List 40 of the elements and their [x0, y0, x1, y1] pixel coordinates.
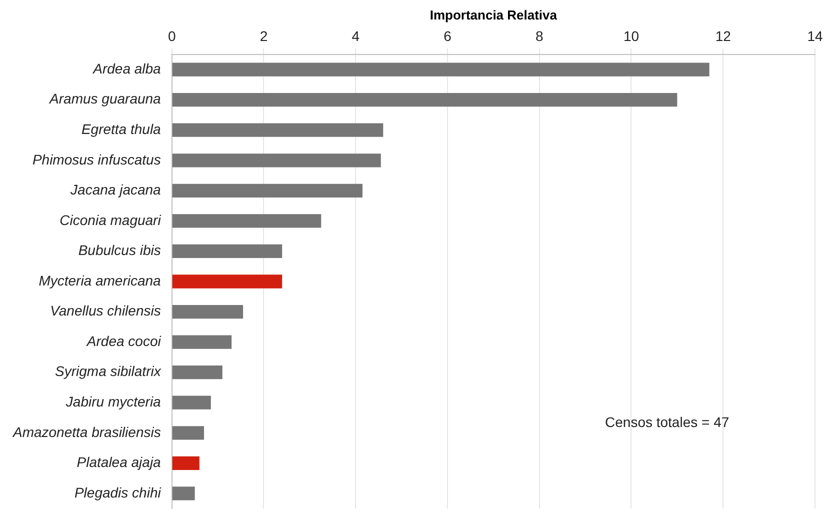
- y-tick-label: Platalea ajaja: [76, 454, 162, 470]
- bar: [172, 123, 384, 137]
- bar: [172, 426, 204, 440]
- y-tick-label: Ardea cocoi: [86, 332, 162, 349]
- bar: [172, 93, 678, 107]
- x-tick-label: 10: [623, 28, 640, 44]
- bar: [172, 486, 195, 500]
- x-tick-label: 6: [444, 28, 452, 44]
- bar: [172, 396, 211, 410]
- y-tick-label: Amazonetta brasiliensis: [12, 424, 161, 440]
- y-tick-label: Aramus guarauna: [48, 90, 162, 107]
- y-tick-label: Ciconia maguari: [60, 212, 162, 228]
- x-tick-label: 14: [807, 28, 823, 44]
- bar: [172, 335, 232, 349]
- bar: [172, 62, 710, 76]
- y-tick-label: Bubulcus ibis: [78, 242, 161, 258]
- bar: [172, 184, 362, 198]
- bar: [172, 154, 381, 168]
- bar: [172, 214, 322, 228]
- x-tick-label: 4: [352, 28, 360, 44]
- y-tick-label: Jacana jacana: [70, 182, 162, 198]
- bar: [172, 366, 222, 380]
- y-tick-label: Ardea alba: [92, 60, 162, 76]
- y-tick-label: Jabiru mycteria: [64, 394, 162, 410]
- y-tick-label: Plegadis chihi: [74, 484, 162, 500]
- bar: [172, 304, 244, 319]
- x-tick-label: 8: [535, 28, 544, 44]
- y-tick-label: Egretta thula: [81, 120, 162, 137]
- y-tick-label: Mycteria americana: [38, 272, 162, 288]
- bar: [172, 244, 282, 258]
- annotation: Censos totales = 47: [605, 414, 730, 430]
- x-axis-title: Importancia Relativa: [430, 7, 558, 22]
- x-tick-label: 2: [260, 28, 268, 44]
- y-tick-label: Vanellus chilensis: [50, 302, 161, 319]
- bar: [172, 274, 282, 288]
- y-tick-label: Phimosus infuscatus: [32, 151, 161, 168]
- x-tick-label: 0: [168, 28, 176, 44]
- x-tick-label: 12: [715, 28, 732, 44]
- bar: [172, 456, 200, 470]
- y-tick-label: Syrigma sibilatrix: [55, 363, 162, 380]
